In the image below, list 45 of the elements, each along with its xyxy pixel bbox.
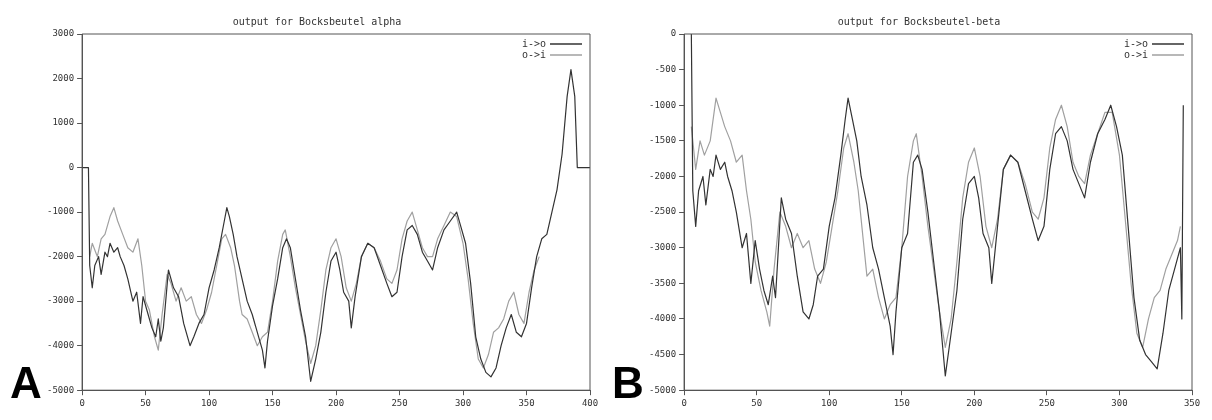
y-tick-label: -500 [654,63,677,74]
legend-label: o->i [521,48,546,60]
y-tick-label: -3000 [649,242,677,253]
x-tick-label: 50 [751,397,763,408]
y-tick-label: -1000 [47,206,75,217]
y-tick-label: -4500 [649,348,677,359]
x-tick-label: 300 [454,397,472,408]
y-tick-label: 2000 [52,72,75,83]
y-tick-label: 1000 [52,117,75,128]
y-tick-label: -4000 [649,313,677,324]
x-tick-label: 0 [681,397,687,408]
y-tick-label: -1000 [649,99,677,110]
legend-label: o->i [1123,48,1148,60]
legend-label: i->o [1123,37,1148,49]
y-tick-label: 3000 [52,28,75,39]
x-tick-label: 300 [1111,397,1128,408]
x-tick-label: 250 [391,397,408,408]
y-tick-label: 0 [670,28,677,39]
y-tick-label: -5000 [47,384,75,395]
x-tick-label: 200 [327,397,345,408]
x-tick-label: 100 [821,397,838,408]
y-tick-label: -4000 [47,340,75,351]
x-tick-label: 100 [200,397,218,408]
y-tick-label: -2000 [649,170,677,181]
x-tick-label: 350 [1183,397,1201,408]
x-tick-label: 250 [1038,397,1056,408]
x-tick-label: 0 [79,397,85,408]
chart-title: output for Bocksbeutel-beta [837,15,1001,27]
y-tick-label: -2000 [47,250,75,261]
y-tick-label: -3000 [47,295,75,306]
y-tick-label: -2500 [649,206,677,217]
y-tick-label: 0 [68,161,75,172]
y-tick-label: -5000 [649,384,677,395]
legend-label: i->o [521,37,546,49]
y-tick-label: -3500 [649,277,677,288]
x-tick-label: 350 [518,397,535,408]
x-tick-label: 150 [264,397,281,408]
x-tick-label: 50 [140,397,151,408]
chart-title: output for Bocksbeutel alpha [232,15,402,27]
text: A [10,358,42,408]
x-tick-label: 400 [581,397,599,408]
x-tick-label: 200 [966,397,983,408]
text: B [612,358,644,408]
y-tick-label: -1500 [649,135,677,146]
x-tick-label: 150 [893,397,910,408]
